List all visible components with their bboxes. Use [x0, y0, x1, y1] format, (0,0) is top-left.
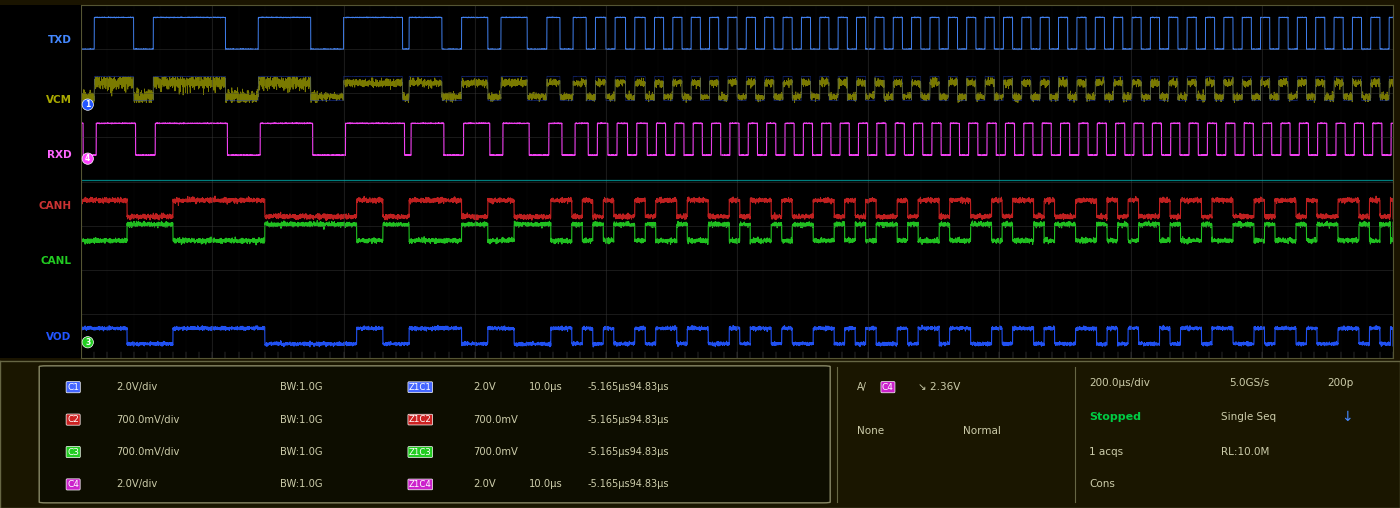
- Text: -5.165μs94.83μs: -5.165μs94.83μs: [588, 447, 669, 457]
- Text: 5.0GS/s: 5.0GS/s: [1229, 378, 1270, 388]
- Text: 10.0μs: 10.0μs: [529, 382, 563, 392]
- Text: BW:1.0G: BW:1.0G: [280, 382, 322, 392]
- Text: 700.0mV/div: 700.0mV/div: [116, 447, 179, 457]
- Text: -5.165μs94.83μs: -5.165μs94.83μs: [588, 480, 669, 489]
- Text: A/: A/: [857, 382, 867, 392]
- Text: -5.165μs94.83μs: -5.165μs94.83μs: [588, 382, 669, 392]
- Text: 700.0mV: 700.0mV: [473, 447, 518, 457]
- Text: 1: 1: [85, 100, 91, 109]
- Text: BW:1.0G: BW:1.0G: [280, 415, 322, 425]
- Text: CANL: CANL: [41, 256, 71, 266]
- Text: RXD: RXD: [46, 150, 71, 160]
- Text: 700.0mV/div: 700.0mV/div: [116, 415, 179, 425]
- Text: C4: C4: [67, 480, 78, 489]
- Text: Z1C3: Z1C3: [409, 448, 431, 457]
- Text: 3: 3: [85, 338, 91, 347]
- Text: BW:1.0G: BW:1.0G: [280, 447, 322, 457]
- Text: 2.0V/div: 2.0V/div: [116, 382, 157, 392]
- Text: VCM: VCM: [45, 96, 71, 105]
- Text: C1: C1: [67, 383, 80, 392]
- Text: CANH: CANH: [38, 201, 71, 211]
- Text: C3: C3: [67, 448, 80, 457]
- Text: C4: C4: [882, 383, 893, 392]
- Text: None: None: [857, 426, 883, 436]
- Text: BW:1.0G: BW:1.0G: [280, 480, 322, 489]
- Text: Z1C4: Z1C4: [409, 480, 431, 489]
- Text: TXD: TXD: [48, 36, 71, 45]
- Text: Cons: Cons: [1089, 480, 1114, 489]
- Text: 2.0V: 2.0V: [473, 480, 496, 489]
- Text: VOD: VOD: [46, 332, 71, 342]
- Text: 1 acqs: 1 acqs: [1089, 447, 1123, 457]
- Text: ↘ 2.36V: ↘ 2.36V: [918, 382, 960, 392]
- Text: Normal: Normal: [963, 426, 1001, 436]
- Text: C2: C2: [67, 415, 78, 424]
- Text: RL:10.0M: RL:10.0M: [1221, 447, 1270, 457]
- Text: -5.165μs94.83μs: -5.165μs94.83μs: [588, 415, 669, 425]
- Text: Stopped: Stopped: [1089, 411, 1141, 422]
- Text: 2.0V: 2.0V: [473, 382, 496, 392]
- Text: ↓: ↓: [1341, 409, 1352, 424]
- FancyBboxPatch shape: [39, 366, 830, 503]
- Text: Z1C2: Z1C2: [409, 415, 431, 424]
- Text: Z1C1: Z1C1: [409, 383, 431, 392]
- Text: 700.0mV: 700.0mV: [473, 415, 518, 425]
- Text: 10.0μs: 10.0μs: [529, 480, 563, 489]
- Text: 200p: 200p: [1327, 378, 1354, 388]
- Text: 2.0V/div: 2.0V/div: [116, 480, 157, 489]
- Text: 200.0μs/div: 200.0μs/div: [1089, 378, 1149, 388]
- Text: 4: 4: [85, 154, 91, 163]
- Text: Single Seq: Single Seq: [1221, 411, 1275, 422]
